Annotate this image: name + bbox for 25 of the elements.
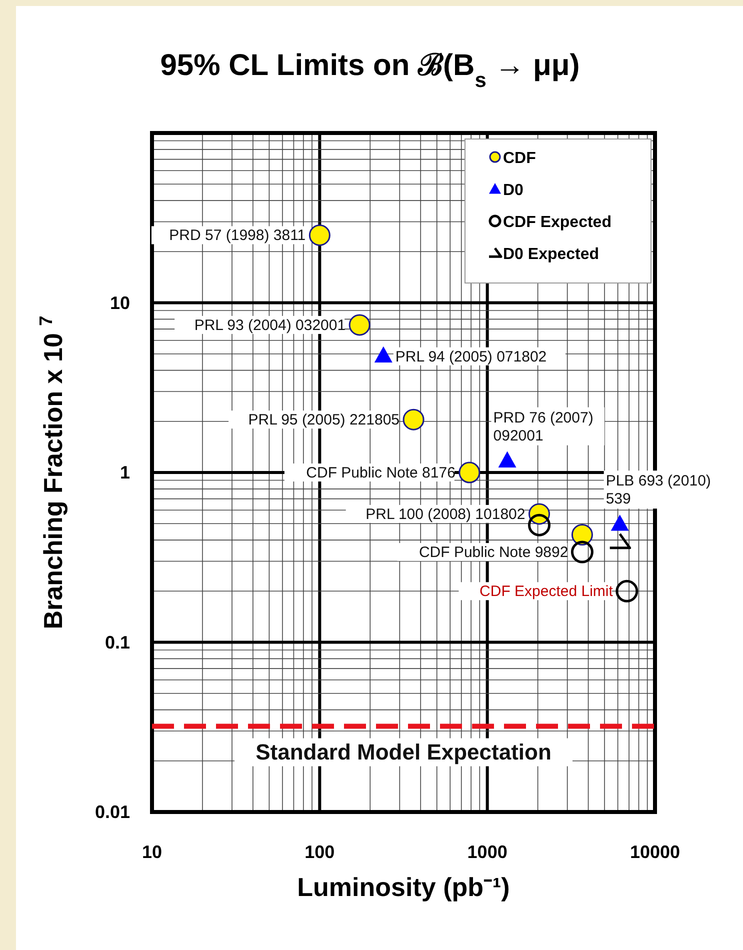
- y-tick-label: 10: [110, 292, 130, 313]
- annotation: PRL 100 (2008) 101802: [366, 506, 526, 523]
- x-tick-label: 10000: [630, 842, 680, 862]
- annotation: CDF Expected Limit: [480, 583, 614, 600]
- chart-title: 95% CL Limits on ℬ(B$_{s}$ → μμ): [160, 49, 580, 92]
- annotation: CDF Public Note 8176: [306, 464, 456, 482]
- x-tick-label: 100: [304, 842, 335, 862]
- annotation: PRL 93 (2004) 032001: [194, 316, 346, 334]
- annotation: PRD 57 (1998) 3811: [169, 227, 306, 244]
- x-tick-label: 10: [142, 842, 162, 862]
- legend-label: D0: [503, 182, 524, 199]
- y-tick-label: 0.1: [104, 632, 130, 652]
- annotation: CDF Public Note 9892: [418, 544, 568, 562]
- legend-label: CDF Expected: [503, 214, 612, 231]
- annotation: PRL 95 (2005) 221805: [248, 412, 400, 429]
- annotation: PLB 693 (2010) 539: [606, 472, 711, 508]
- x-tick-label: 1000: [467, 842, 508, 862]
- annotation: PRL 94 (2005) 071802: [395, 348, 547, 366]
- ref-line-label: Standard Model Expectation: [256, 739, 552, 764]
- y-tick-label: 0.01: [94, 802, 130, 822]
- y-tick-label: 1: [120, 462, 130, 482]
- annotation: PRD 76 (2007) 092001: [493, 409, 594, 444]
- x-axis-title: Luminosity (pb⁻¹): [297, 872, 510, 902]
- legend-label: CDF: [503, 150, 536, 167]
- legend-label: D0 Expected: [503, 246, 600, 263]
